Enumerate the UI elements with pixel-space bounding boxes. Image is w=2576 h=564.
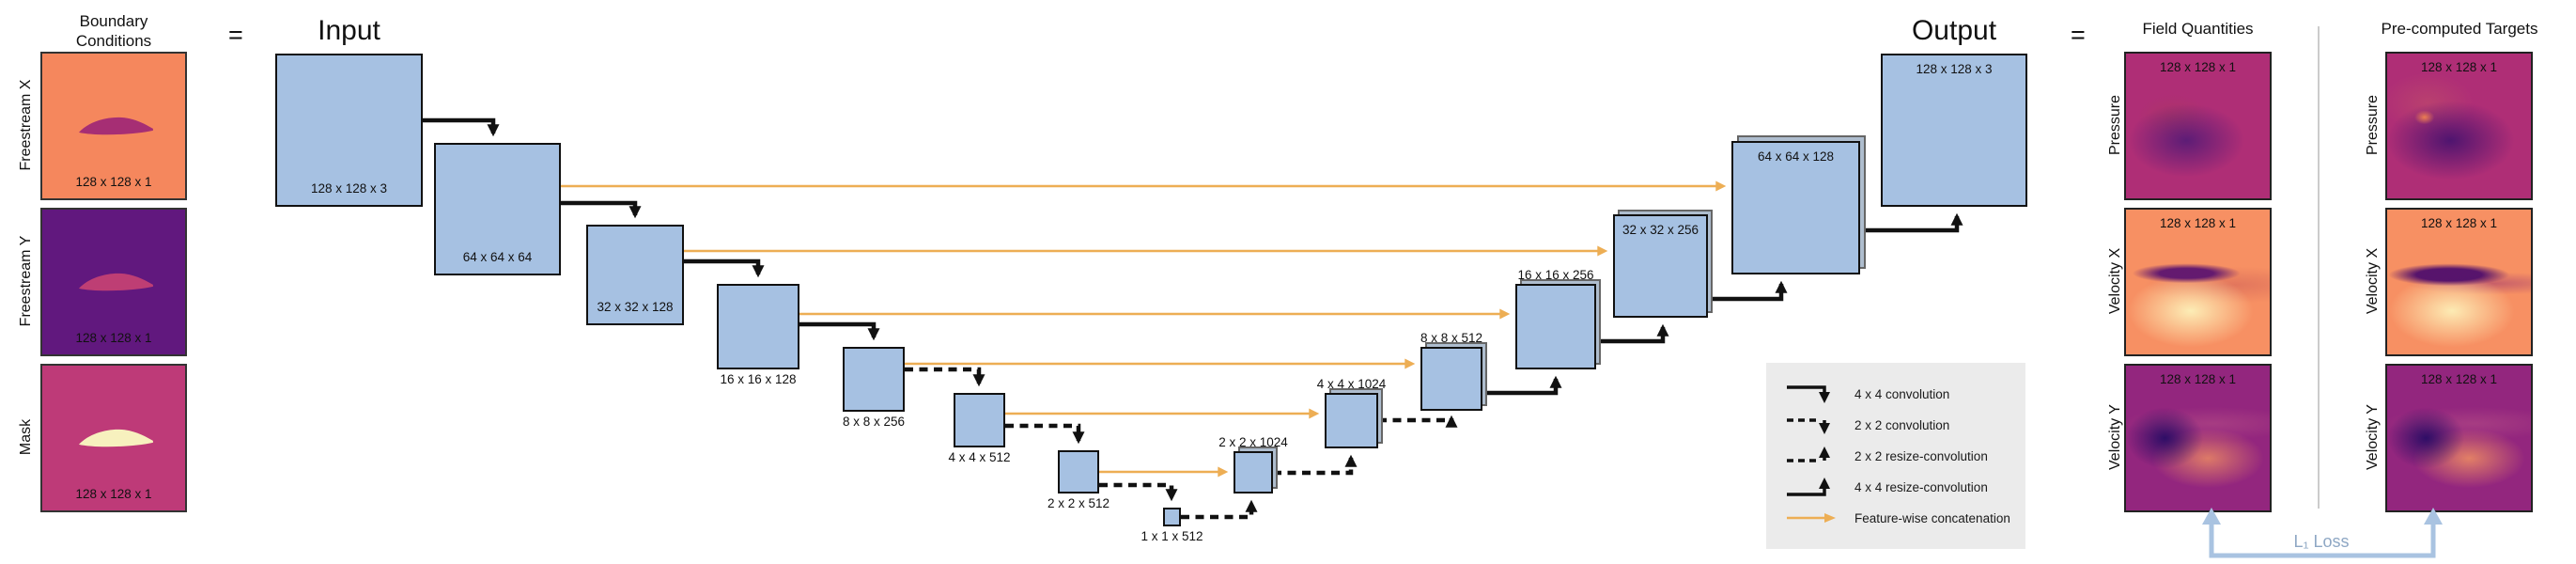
legend-label: 4 x 4 resize-convolution xyxy=(1854,479,1988,494)
legend-label: Feature-wise concatenation xyxy=(1854,510,2010,525)
resize-conv-2x2-icon xyxy=(1787,446,1830,462)
target-pressure-image: 128 x 128 x 1 xyxy=(2385,52,2533,200)
column-divider xyxy=(2318,26,2320,509)
resize-conv-4x4-arrows xyxy=(1482,212,1963,396)
legend-label: 4 x 4 convolution xyxy=(1854,386,1950,401)
box-dims: 16 x 16 x 256 xyxy=(1517,268,1594,282)
conv-2x2-arrows xyxy=(905,367,1178,502)
image-dims: 128 x 128 x 1 xyxy=(2420,60,2498,74)
image-dims: 128 x 128 x 1 xyxy=(2159,60,2237,74)
resize-conv-4x4-icon xyxy=(1787,478,1830,496)
unet-decoder-box-4: 4 x 4 x 1024 xyxy=(1317,377,1386,448)
airfoil-silhouette-icon xyxy=(78,429,153,447)
target-velocity-x-image: 128 x 128 x 1 xyxy=(2385,208,2533,356)
unet-bottleneck-box-1: 1 x 1 x 512 xyxy=(1141,508,1203,543)
concatenation-icon xyxy=(1787,513,1836,523)
unet-encoder-box-2: 2 x 2 x 512 xyxy=(1047,450,1110,510)
box-dims: 2 x 2 x 1024 xyxy=(1218,435,1288,449)
image-dims: 128 x 128 x 1 xyxy=(2420,216,2498,230)
box-dims: 128 x 128 x 3 xyxy=(1916,62,1993,76)
freestream-x-dims: 128 x 128 x 1 xyxy=(75,175,152,189)
field-velocity-x-image: 128 x 128 x 1 xyxy=(2124,208,2272,356)
equals-right: = xyxy=(2071,21,2086,49)
box-dims: 128 x 128 x 3 xyxy=(310,181,388,196)
mask-image: 128 x 128 x 1 xyxy=(40,364,187,512)
conv-4x4-arrows xyxy=(423,118,880,341)
freestream-y-dims: 128 x 128 x 1 xyxy=(75,331,152,345)
legend-item: Feature-wise concatenation xyxy=(1783,506,2010,530)
box-dims: 4 x 4 x 1024 xyxy=(1316,377,1387,391)
input-title: Input xyxy=(318,15,380,46)
unet-encoder-box-16: 16 x 16 x 128 xyxy=(717,284,799,386)
unet-decoder-box-64: 64 x 64 x 128 xyxy=(1731,141,1860,274)
unet-decoder-box-16: 16 x 16 x 256 xyxy=(1515,268,1596,369)
field-pressure-image: 128 x 128 x 1 xyxy=(2124,52,2272,200)
l1-loss-label: L₁ Loss xyxy=(2293,532,2350,551)
conv-2x2-icon xyxy=(1787,418,1830,434)
legend-item: 4 x 4 convolution xyxy=(1783,382,1949,406)
equals-left: = xyxy=(228,21,243,49)
precomputed-targets-title: Pre-computed Targets xyxy=(2381,20,2538,38)
airfoil-silhouette-icon xyxy=(78,117,153,135)
unet-decoder-box-32: 32 x 32 x 256 xyxy=(1613,214,1708,318)
legend-item: 4 x 4 resize-convolution xyxy=(1783,475,1988,499)
field-pressure-label: Pressure xyxy=(2107,94,2123,156)
box-dims: 4 x 4 x 512 xyxy=(948,450,1011,464)
legend-item: 2 x 2 convolution xyxy=(1783,413,1949,437)
legend-item: 2 x 2 resize-convolution xyxy=(1783,444,1988,468)
output-title: Output xyxy=(1911,15,1997,46)
unet-encoder-box-4: 4 x 4 x 512 xyxy=(948,393,1011,464)
mask-dims: 128 x 128 x 1 xyxy=(75,487,152,501)
freestream-y-image: 128 x 128 x 1 xyxy=(40,208,187,356)
legend-label: 2 x 2 resize-convolution xyxy=(1854,448,1988,463)
airfoil-silhouette-icon xyxy=(78,273,153,291)
resize-conv-2x2-arrows xyxy=(1181,415,1458,520)
box-dims: 8 x 8 x 256 xyxy=(842,415,906,429)
box-dims: 32 x 32 x 128 xyxy=(597,300,674,314)
box-dims: 2 x 2 x 512 xyxy=(1047,496,1110,510)
target-velocity-y-label: Velocity Y xyxy=(2365,404,2381,470)
image-dims: 128 x 128 x 1 xyxy=(2159,216,2237,230)
field-velocity-y-label: Velocity Y xyxy=(2107,404,2123,470)
unet-encoder-box-8: 8 x 8 x 256 xyxy=(843,347,905,429)
image-dims: 128 x 128 x 1 xyxy=(2159,372,2237,386)
freestream-x-image: 128 x 128 x 1 xyxy=(40,52,187,200)
target-velocity-x-label: Velocity X xyxy=(2365,247,2381,315)
box-dims: 32 x 32 x 256 xyxy=(1622,223,1699,237)
unet-output-box: 128 x 128 x 3 xyxy=(1881,54,2027,207)
target-pressure-label: Pressure xyxy=(2365,94,2381,156)
box-dims: 64 x 64 x 64 xyxy=(462,250,533,264)
unet-encoder-box-64: 64 x 64 x 64 xyxy=(434,143,561,275)
target-velocity-y-image: 128 x 128 x 1 xyxy=(2385,364,2533,512)
unet-decoder-box-8: 8 x 8 x 512 xyxy=(1420,331,1482,411)
box-dims: 16 x 16 x 128 xyxy=(720,372,797,386)
conv-4x4-icon xyxy=(1787,385,1830,403)
unet-input-box: 128 x 128 x 3 xyxy=(275,54,423,207)
box-dims: 64 x 64 x 128 xyxy=(1757,149,1835,164)
field-velocity-x-label: Velocity X xyxy=(2107,247,2123,315)
unet-encoder-box-32: 32 x 32 x 128 xyxy=(586,225,684,325)
concatenation-lines xyxy=(561,180,1727,478)
field-velocity-y-image: 128 x 128 x 1 xyxy=(2124,364,2272,512)
box-dims: 1 x 1 x 512 xyxy=(1141,529,1203,543)
field-quantities-title: Field Quantities xyxy=(2142,20,2254,38)
legend-label: 2 x 2 convolution xyxy=(1854,417,1950,432)
unet-decoder-box-2: 2 x 2 x 1024 xyxy=(1218,435,1288,494)
legend: 4 x 4 convolution 2 x 2 convolution 2 x … xyxy=(1766,363,2025,549)
boundary-conditions-title: Boundary Conditions xyxy=(75,12,152,51)
box-dims: 8 x 8 x 512 xyxy=(1420,331,1483,345)
image-dims: 128 x 128 x 1 xyxy=(2420,372,2498,386)
